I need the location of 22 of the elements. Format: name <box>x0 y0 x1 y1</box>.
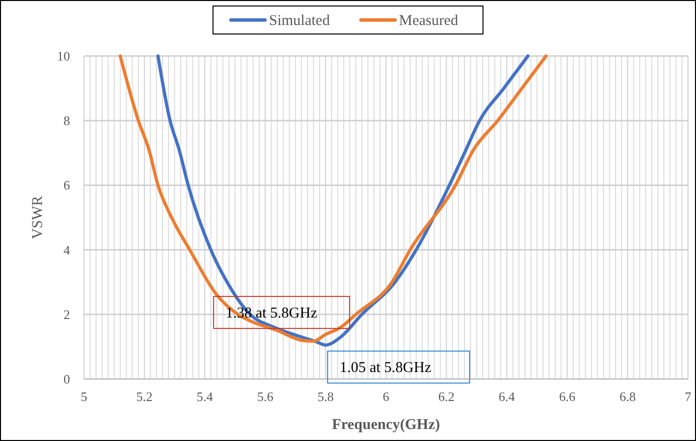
legend-label: Measured <box>399 13 459 29</box>
x-tick-label: 5.6 <box>257 389 274 404</box>
y-tick-label: 0 <box>64 372 70 386</box>
x-tick-label: 6 <box>382 389 390 404</box>
x-tick-label: 5.2 <box>136 389 153 404</box>
y-axis-title: VSWR <box>30 196 46 240</box>
y-tick-label: 10 <box>57 48 70 64</box>
y-tick-label: 4 <box>64 242 70 258</box>
x-tick-label: 5 <box>80 389 88 404</box>
x-tick-label: 7 <box>684 389 692 404</box>
legend-label: Simulated <box>269 13 330 29</box>
y-tick-label: 2 <box>64 306 70 322</box>
y-tick-label: 6 <box>64 178 70 193</box>
x-tick-label: 5.8 <box>317 389 334 404</box>
x-tick-label: 6.4 <box>498 389 516 404</box>
x-tick-label: 6.2 <box>438 389 455 404</box>
x-tick-label: 6.6 <box>559 389 576 404</box>
x-axis-title: Frequency(GHz) <box>332 417 440 433</box>
x-tick-label: 6.8 <box>619 389 636 404</box>
annotation: 1.05 at 5.8GHz <box>340 360 432 376</box>
y-tick-label: 8 <box>64 113 70 128</box>
x-tick-label: 5.4 <box>196 389 214 404</box>
